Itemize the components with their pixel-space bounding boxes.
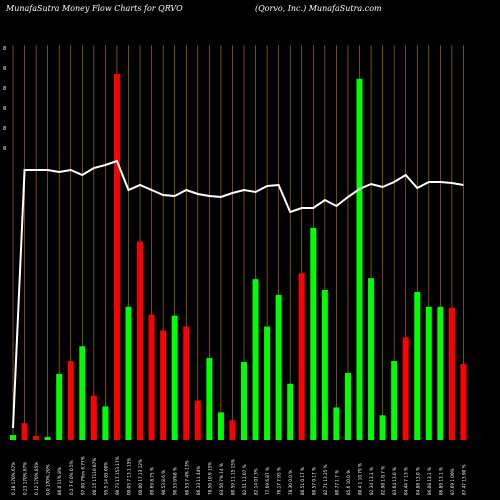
x-tick-label: 87.69 1 09% <box>450 468 455 495</box>
x-tick-label: 83.64 13.0 % <box>392 467 397 495</box>
volume-bar <box>448 307 455 440</box>
volume-bar <box>298 273 305 440</box>
price-line <box>12 159 464 429</box>
volume-bar <box>79 346 86 440</box>
volume-bar <box>67 361 74 440</box>
x-tick-label: 80.4 1 10.79 % <box>358 463 363 495</box>
y-tick-label: 8 <box>3 86 6 92</box>
volume-bar <box>425 306 432 440</box>
volume-bar <box>56 373 63 440</box>
x-tick-label: 86.33 11 44% <box>196 466 201 495</box>
y-tick-label: 8 <box>3 106 6 112</box>
x-tick-label: 80.51 0.17 % <box>300 467 305 495</box>
volume-bar <box>102 406 109 440</box>
volume-bar <box>33 436 40 440</box>
x-tick-label: 80.77 1.7 % <box>334 470 339 495</box>
volume-bar <box>287 383 294 440</box>
volume-bar <box>137 241 144 440</box>
volume-bar <box>10 435 16 440</box>
x-tick-label: 82.34 13.1 % <box>369 467 374 495</box>
volume-bar <box>356 78 363 440</box>
x-tick-label: 90.53 8.6 % <box>161 470 166 495</box>
x-tick-label: 85.6 10.0 % <box>346 470 351 495</box>
volume-bar <box>206 358 213 440</box>
x-tick-label: 87.47 13.90 % <box>461 464 466 495</box>
x-tick-label: 82.14 07.3% <box>254 468 259 495</box>
x-tick-label: 80.57 0.17 % <box>311 467 316 495</box>
x-tick-label: 89.69 8.75 % <box>150 467 155 495</box>
x-tick-label: 0.0 170%.20% <box>46 464 51 495</box>
volume-bar <box>21 423 28 440</box>
volume-bar <box>321 290 328 440</box>
x-tick-label: 97.00 7%m 6.77% <box>80 456 85 495</box>
x-tick-label: 80.59 11.15 15% <box>230 459 235 495</box>
y-tick-label: 8 <box>3 46 6 52</box>
volume-bar <box>194 400 201 440</box>
x-tick-label: 0.12 170%.85% <box>34 462 39 495</box>
volume-bar <box>148 314 155 440</box>
x-tick-label: 80.53 7 4% 13% <box>184 460 189 495</box>
volume-bar <box>171 315 178 440</box>
x-tick-label: 78.30 0.0 % <box>288 470 293 495</box>
y-tick-label: 8 <box>3 66 6 72</box>
x-tick-label: 00.15 17110 87% <box>92 458 97 495</box>
volume-bar <box>344 372 351 440</box>
x-tick-label: 00.05 7 13.1 15% <box>127 458 132 495</box>
volume-bar <box>310 227 317 440</box>
x-tick-label: 00.00 17.13 12% <box>138 459 143 495</box>
y-tick-label: 8 <box>3 126 6 132</box>
volume-bar <box>333 407 340 440</box>
x-tick-label: 86.89 13.1 % <box>438 467 443 495</box>
volume-bar <box>368 278 375 440</box>
x-tick-label: 82.51 11.07 % <box>242 464 247 495</box>
volume-bar <box>379 415 386 440</box>
x-tick-label: 0.18 170%.67% <box>11 462 16 495</box>
x-tick-label: 90.73 17.153 17% <box>115 456 120 495</box>
volume-bar <box>275 294 282 440</box>
x-tick-label: 95.5 14 85.00% <box>103 462 108 495</box>
chart-title: MunafaSutra Money Flow Charts for QRVO <box>6 4 183 13</box>
volume-bar <box>252 279 259 440</box>
x-tick-label: 78.50 10.9 15% <box>207 462 212 495</box>
volume-bar <box>217 412 224 440</box>
x-tick-label: 80.0 11% 8% <box>57 467 62 495</box>
volume-bar <box>113 73 120 440</box>
volume-bar <box>229 420 236 440</box>
volume-bar <box>241 362 247 440</box>
x-tick-label: 84.88 13.0 % <box>415 467 420 495</box>
chart-subtitle: (Qorvo, Inc.) MunafaSutra.com <box>255 4 382 13</box>
volume-bar <box>44 437 51 440</box>
x-tick-label: 76.17 7.95 % <box>277 467 282 495</box>
volume-bar <box>414 291 421 440</box>
x-tick-label: 84.44 7 13 % <box>404 467 409 495</box>
x-tick-label: 90.53 8%8 % <box>173 467 178 495</box>
x-tick-label: 83.50 7% 14 % <box>219 463 224 495</box>
volume-bar <box>391 361 398 440</box>
volume-bar <box>125 306 132 440</box>
volume-bar <box>402 337 409 440</box>
x-tick-label: 86.08 13.1 % <box>427 467 432 495</box>
x-tick-label: 77.69 6.87 % <box>265 467 270 495</box>
x-tick-label: 82.71 13.25 % <box>323 464 328 495</box>
y-tick-label: 8 <box>3 146 6 152</box>
x-tick-label: 0.23 170%.87% <box>23 462 28 495</box>
x-tick-label: 0.2 7 6 0% 0.5% <box>69 460 74 495</box>
volume-bar <box>90 395 97 440</box>
x-tick-label: 82.98 1 8.7 % <box>381 466 386 495</box>
volume-bar <box>460 364 467 440</box>
volume-bar <box>264 326 271 440</box>
volume-bar <box>437 306 444 440</box>
volume-bar <box>160 330 167 440</box>
volume-bar <box>183 326 190 440</box>
